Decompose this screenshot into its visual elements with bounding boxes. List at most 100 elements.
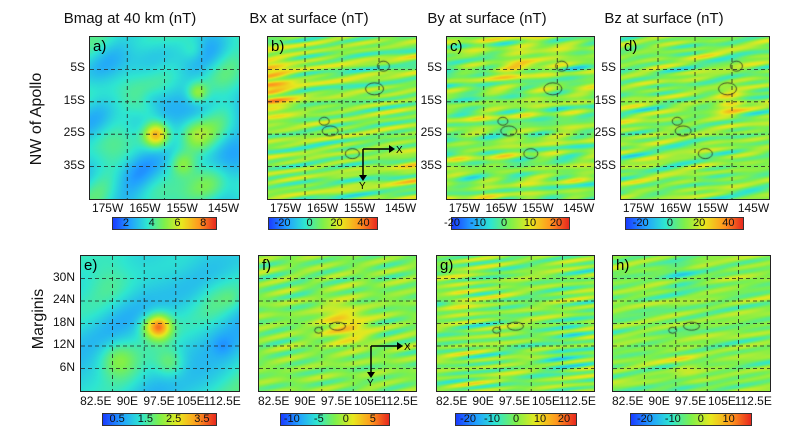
y-tick-label: 15S [63, 92, 85, 107]
colorbar-tick-label: -10 [664, 413, 681, 425]
heatmap-panel-a: a) [89, 36, 240, 200]
y-tick-label: 18N [52, 314, 75, 329]
grid-lines-b [268, 37, 416, 199]
x-tick-label: 175W [448, 201, 481, 215]
y-tick-label: 35S [420, 157, 442, 172]
colorbar-tick-label: -10 [484, 413, 500, 425]
colorbar-tick-label: 20 [693, 217, 706, 229]
colorbar-tick-label: 20 [557, 413, 571, 425]
y-tick-label: 30N [52, 269, 75, 284]
x-arrowhead [397, 342, 403, 350]
panel-label-h: h) [616, 257, 630, 274]
y-tick-label: 12N [52, 337, 75, 351]
x-tick-label: 97.5E [674, 394, 707, 408]
x-tick-label: 165W [485, 201, 517, 215]
y-tick-label: 5S [427, 60, 442, 75]
x-tick-label: 155W [522, 201, 554, 215]
x-tick-label: 175W [622, 201, 655, 215]
heatmap-panel-b: b) [267, 36, 417, 200]
axis-indicator: XY [367, 342, 411, 386]
heatmap-panel-f: f) [258, 255, 417, 392]
axis-indicator: XY [359, 145, 403, 189]
panel-label-c: c) [450, 38, 463, 55]
heatmap-panel-d: d) [620, 36, 770, 200]
x-tick-label: 105E [531, 394, 560, 408]
column-title-bx: Bx at surface (nT) [249, 10, 369, 27]
colorbar: -20 -10 0 10 [630, 413, 752, 426]
x-tick-label: 155W [166, 201, 198, 215]
colorbar: -20 -10 0 10 20 [444, 217, 570, 230]
x-tick-label: 90E [116, 394, 139, 408]
x-tick-label: 97.5E [498, 394, 531, 408]
colorbar-tick-label: -20 [632, 217, 649, 229]
x-arrowhead [389, 145, 395, 153]
colorbar-tick-label: -20 [444, 217, 460, 229]
y-tick-label: 5S [70, 60, 85, 75]
colorbar-tick-label: 4 [148, 217, 155, 229]
grid-lines-a [90, 37, 239, 199]
colorbar: -20 0 20 40 [268, 217, 378, 230]
x-tick-label: 90E [648, 394, 670, 408]
x-tick-label: 175W [269, 201, 302, 215]
colorbar-tick-label: 0 [500, 217, 508, 229]
y-tick-label: 15S [594, 92, 616, 107]
colorbar-tick-label: -5 [313, 413, 324, 425]
colorbar-tick-label: -20 [460, 413, 476, 425]
x-axis-label: X [396, 145, 403, 156]
y-tick-label: 6N [59, 359, 75, 374]
panel-label-g: g) [440, 257, 454, 274]
x-tick-label: 165W [659, 201, 692, 215]
colorbar-tick-label: 40 [722, 217, 735, 229]
grid-lines-d [621, 37, 769, 199]
colorbar-tick-label: -20 [274, 217, 291, 229]
colorbar-tick-label: 8 [200, 217, 207, 229]
heatmap-panel-h: h) [612, 255, 771, 392]
colorbar-tick-label: 0 [697, 413, 704, 425]
column-title-bmag: Bmag at 40 km (nT) [63, 10, 197, 27]
column-title-bz: Bz at surface (nT) [604, 10, 724, 27]
grid-lines-g [437, 256, 594, 391]
x-tick-label: 145W [737, 201, 770, 215]
colorbar-tick-label: 6 [174, 217, 181, 229]
y-tick-label: 5S [601, 60, 616, 75]
y-axis-label: Y [367, 378, 374, 386]
x-tick-label: 112.5E [203, 394, 241, 408]
y-tick-label: 25S [420, 125, 442, 140]
colorbar-tick-label: 0 [342, 413, 349, 425]
heatmap-panel-c: c) [446, 36, 595, 200]
x-tick-label: 145W [207, 201, 240, 215]
colorbar-tick-label: 5 [369, 413, 376, 425]
colorbar-tick-label: 40 [357, 217, 370, 229]
x-tick-label: 145W [384, 201, 417, 215]
y-tick-label: 35S [63, 157, 85, 172]
grid-lines-c [447, 37, 594, 199]
colorbar-tick-label: -20 [637, 413, 653, 425]
colorbar-tick-label: 20 [549, 217, 563, 229]
colorbar: -20 0 20 40 [625, 217, 744, 230]
y-tick-label: 25S [63, 125, 85, 140]
panel-label-f: f) [262, 257, 272, 274]
x-tick-label: 112.5E [558, 394, 596, 408]
x-tick-label: 82.5E [436, 394, 468, 408]
x-tick-label: 112.5E [380, 394, 418, 408]
x-tick-label: 165W [306, 201, 339, 215]
colorbar-tick-label: 10 [722, 413, 735, 425]
colorbar-tick-label: 0 [666, 217, 673, 229]
panel-label-a: a) [93, 38, 107, 55]
colorbar-tick-label: -10 [470, 217, 486, 229]
colorbar-tick-label: -10 [283, 413, 300, 425]
colorbar-tick-label: 10 [523, 217, 537, 229]
colorbar-tick-label: 1.5 [137, 413, 154, 425]
colorbar-tick-label: 0.5 [109, 413, 125, 425]
x-tick-label: 82.5E [80, 394, 112, 408]
x-tick-label: 90E [472, 394, 494, 408]
x-tick-label: 155W [343, 201, 376, 215]
y-tick-label: 24N [52, 292, 75, 306]
heatmap-panel-e: e) [80, 255, 240, 392]
x-axis-label: X [404, 342, 411, 353]
colorbar: 0.5 1.5 2.5 3.5 [102, 413, 217, 426]
panel-label-e: e) [84, 257, 98, 274]
x-tick-label: 105E [707, 394, 736, 408]
x-tick-label: 97.5E [320, 394, 353, 408]
colorbar-tick-label: 0 [306, 217, 313, 229]
